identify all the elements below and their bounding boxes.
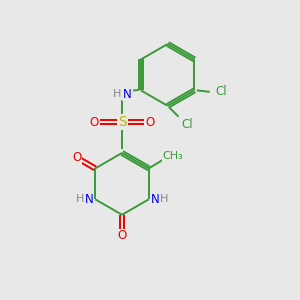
Text: N: N xyxy=(84,193,93,206)
Text: N: N xyxy=(123,88,132,100)
Text: Cl: Cl xyxy=(182,118,193,131)
Text: S: S xyxy=(118,115,126,129)
Text: Cl: Cl xyxy=(215,85,227,98)
Text: O: O xyxy=(146,116,154,128)
Text: O: O xyxy=(117,230,127,242)
Text: H: H xyxy=(160,194,168,204)
Text: CH₃: CH₃ xyxy=(163,151,184,161)
Text: O: O xyxy=(89,116,99,128)
Text: H: H xyxy=(112,89,121,99)
Text: N: N xyxy=(151,193,160,206)
Text: O: O xyxy=(72,151,82,164)
Text: H: H xyxy=(76,194,84,204)
